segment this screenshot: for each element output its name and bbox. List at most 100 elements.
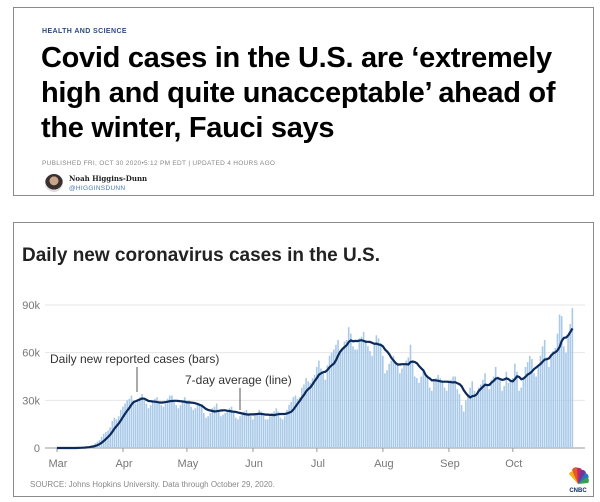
daily-case-bar bbox=[111, 420, 114, 448]
daily-case-bar bbox=[230, 406, 233, 448]
daily-case-bar bbox=[188, 400, 190, 448]
cnbc-logo-text: CNBC bbox=[569, 488, 587, 494]
y-tick-label: 90k bbox=[22, 300, 40, 312]
daily-case-bar bbox=[160, 405, 163, 448]
daily-case-bar bbox=[497, 376, 499, 448]
daily-case-bar bbox=[162, 406, 165, 448]
daily-case-bar bbox=[428, 387, 431, 448]
daily-case-bar bbox=[386, 370, 388, 448]
daily-case-bar bbox=[249, 416, 252, 448]
daily-case-bar bbox=[424, 374, 427, 448]
daily-case-bar bbox=[494, 366, 497, 448]
daily-case-bar bbox=[177, 408, 180, 448]
daily-case-bar bbox=[535, 376, 537, 448]
daily-case-bar bbox=[333, 349, 335, 448]
daily-case-bar bbox=[454, 376, 457, 448]
daily-case-bar bbox=[381, 355, 384, 448]
daily-case-bar bbox=[445, 390, 448, 448]
daily-case-bar bbox=[128, 398, 131, 448]
daily-case-bar bbox=[252, 419, 254, 448]
daily-case-bar bbox=[539, 355, 542, 448]
author-avatar[interactable] bbox=[45, 174, 63, 192]
daily-case-bar bbox=[269, 416, 271, 448]
daily-case-bar bbox=[484, 373, 486, 448]
daily-case-bar bbox=[569, 324, 572, 448]
daily-case-bar bbox=[375, 335, 378, 448]
author-name[interactable]: Noah Higgins-Dunn bbox=[69, 174, 148, 183]
daily-case-bar bbox=[143, 400, 146, 448]
daily-case-bar bbox=[254, 414, 256, 448]
daily-case-bar bbox=[462, 411, 465, 448]
article-header: HEALTH AND SCIENCE Covid cases in the U.… bbox=[13, 7, 594, 196]
daily-case-bar bbox=[130, 395, 133, 448]
daily-case-bar bbox=[469, 387, 471, 448]
daily-case-bar bbox=[341, 347, 344, 448]
daily-case-bar bbox=[437, 374, 439, 448]
daily-case-bar bbox=[433, 381, 435, 448]
author-handle[interactable]: @HIGGINSDUNN bbox=[69, 185, 126, 192]
daily-case-bar bbox=[239, 416, 241, 448]
daily-case-bar bbox=[435, 378, 437, 448]
daily-case-bar bbox=[418, 382, 420, 448]
daily-case-bar bbox=[226, 411, 229, 448]
daily-case-bar bbox=[450, 379, 452, 448]
daily-case-bar bbox=[209, 413, 212, 448]
bars-annotation: Daily new reported cases (bars) bbox=[50, 352, 219, 366]
daily-case-bar bbox=[294, 395, 297, 448]
x-tick-label: Jun bbox=[245, 458, 263, 470]
daily-case-bar bbox=[405, 360, 408, 448]
daily-case-bar bbox=[448, 382, 450, 448]
daily-case-bar bbox=[141, 393, 143, 448]
daily-case-bar bbox=[298, 397, 301, 448]
daily-case-bar bbox=[145, 403, 148, 448]
daily-case-bar bbox=[260, 411, 263, 448]
daily-case-bar bbox=[356, 349, 359, 448]
daily-case-bar bbox=[377, 338, 380, 448]
daily-case-bar bbox=[552, 351, 554, 448]
daily-case-bar bbox=[281, 419, 284, 448]
daily-case-bar bbox=[503, 386, 505, 448]
daily-case-bar bbox=[181, 400, 184, 448]
daily-case-bar bbox=[550, 355, 552, 448]
daily-case-bar bbox=[271, 413, 273, 448]
daily-case-bar bbox=[237, 419, 239, 448]
daily-case-bar bbox=[115, 419, 118, 448]
daily-case-bar bbox=[305, 378, 307, 448]
x-tick-label: Jul bbox=[311, 458, 325, 470]
headline: Covid cases in the U.S. are ‘extremely h… bbox=[41, 42, 556, 144]
source-note: SOURCE: Johns Hopkins University. Data t… bbox=[30, 480, 275, 489]
daily-case-bar bbox=[394, 362, 397, 448]
daily-case-bar bbox=[264, 419, 267, 448]
daily-case-bar bbox=[307, 381, 310, 448]
daily-case-bar bbox=[367, 346, 369, 448]
daily-case-bar bbox=[528, 355, 531, 448]
daily-case-bar bbox=[168, 395, 171, 448]
daily-case-bar bbox=[256, 413, 258, 448]
daily-case-bar bbox=[309, 382, 312, 448]
section-label[interactable]: HEALTH AND SCIENCE bbox=[42, 28, 127, 35]
daily-case-bar bbox=[335, 344, 337, 448]
daily-case-bar bbox=[471, 381, 474, 448]
daily-case-bar bbox=[533, 373, 535, 448]
daily-case-bar bbox=[488, 389, 491, 448]
daily-case-bar bbox=[326, 365, 329, 448]
x-tick-label: Mar bbox=[49, 458, 68, 470]
daily-case-bar bbox=[277, 411, 280, 448]
daily-case-bar bbox=[198, 403, 201, 448]
seven-day-average-line bbox=[57, 327, 574, 450]
daily-case-bar bbox=[416, 378, 418, 448]
daily-case-bar bbox=[224, 413, 226, 448]
daily-case-bar bbox=[217, 409, 220, 448]
daily-case-bar bbox=[120, 409, 122, 448]
daily-case-bar bbox=[505, 371, 508, 448]
daily-case-bar bbox=[175, 405, 177, 448]
daily-case-bar bbox=[465, 400, 467, 448]
daily-case-bar bbox=[213, 406, 216, 448]
daily-case-bar bbox=[409, 344, 412, 448]
daily-case-bar bbox=[147, 408, 150, 448]
daily-case-bar bbox=[156, 397, 158, 448]
daily-case-bar bbox=[486, 384, 488, 448]
daily-case-bar bbox=[228, 408, 231, 448]
daily-case-bar bbox=[354, 349, 356, 448]
